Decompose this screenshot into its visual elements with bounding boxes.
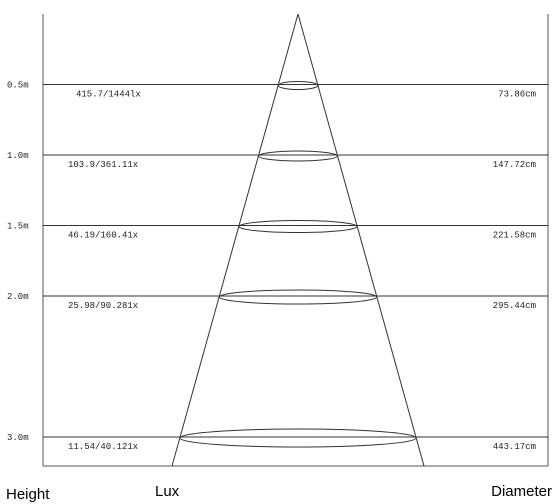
lux-label: 46.19/160.41x xyxy=(68,231,138,241)
beam-ellipse xyxy=(258,150,338,162)
diameter-column-label: Diameter xyxy=(491,483,552,500)
beam-ellipse xyxy=(277,81,319,90)
height-label: 0.5m xyxy=(7,81,29,91)
cone-left-edge xyxy=(171,13,299,467)
height-label: 2.0m xyxy=(7,292,29,302)
beam-ellipse xyxy=(179,428,417,448)
height-label: 1.5m xyxy=(7,222,29,232)
beam-ellipse xyxy=(218,289,378,305)
diameter-label: 221.58cm xyxy=(493,231,536,241)
height-rows: 0.5m 415.7/1444lx 73.86cm 1.0m 103.9/361.11x… xyxy=(7,81,548,452)
diameter-label: 147.72cm xyxy=(493,160,536,170)
height-label: 1.0m xyxy=(7,151,29,161)
lux-label: 11.54/40.121x xyxy=(68,442,138,452)
diameter-label: 295.44cm xyxy=(493,301,536,311)
height-label: 3.0m xyxy=(7,433,29,443)
lux-label: 25.98/90.281x xyxy=(68,301,138,311)
diameter-label: 443.17cm xyxy=(493,442,536,452)
cone-right-edge xyxy=(297,13,425,467)
diameter-label: 73.86cm xyxy=(498,90,536,100)
lux-label: 103.9/361.11x xyxy=(68,160,138,170)
height-column-label: Height xyxy=(6,486,50,503)
lux-column-label: Lux xyxy=(155,483,180,500)
lux-label: 415.7/1444lx xyxy=(76,90,141,100)
beam-ellipse xyxy=(238,220,358,233)
